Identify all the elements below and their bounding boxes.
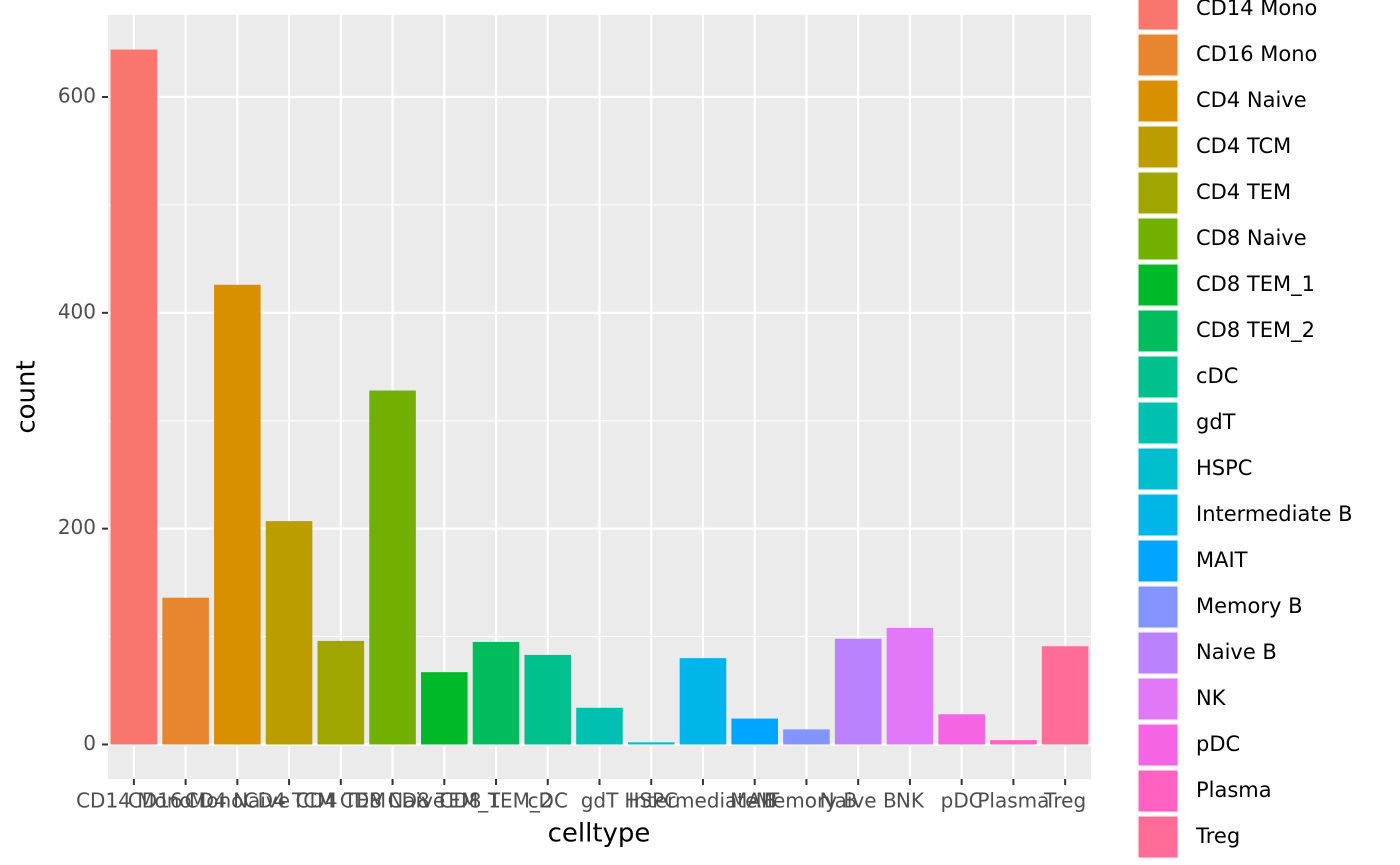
legend-label: CD8 TEM_2 [1196, 318, 1315, 343]
x-tick-label: Naive B [820, 789, 897, 813]
x-tick-label: Memory B [756, 789, 857, 813]
legend-label: NK [1196, 686, 1227, 710]
legend-label: CD16 Mono [1196, 42, 1317, 66]
legend-swatch [1137, 309, 1179, 353]
x-tick-label: Intermediate B [628, 789, 777, 813]
legend-label: pDC [1196, 732, 1240, 756]
bar [369, 390, 416, 745]
bar [110, 49, 158, 745]
legend-label: CD4 TEM [1196, 180, 1291, 204]
legend-label: Plasma [1196, 778, 1272, 802]
legend-label: cDC [1196, 364, 1238, 388]
legend-label: CD8 TEM_1 [1196, 272, 1315, 297]
x-tick-label: cDC [528, 789, 568, 813]
x-tick-label: NK [896, 789, 925, 813]
legend-swatch [1137, 401, 1179, 445]
x-tick-label: CD4 TCM [244, 789, 335, 813]
bar [938, 714, 985, 745]
y-tick-label: 400 [58, 299, 96, 323]
x-tick-label: gdT [581, 789, 619, 813]
bar [783, 729, 830, 745]
x-tick-label: MAIT [730, 789, 780, 813]
bar [214, 284, 261, 745]
legend-swatch [1137, 539, 1179, 583]
legend-swatch [1137, 585, 1179, 629]
legend-swatch [1137, 33, 1179, 77]
bar [679, 658, 727, 745]
legend-swatch [1137, 355, 1179, 399]
x-tick-label: CD8 TEM_2 [439, 789, 552, 813]
legend-label: Naive B [1196, 640, 1277, 664]
x-axis-title: celltype [548, 819, 651, 849]
legend-label: CD14 Mono [1196, 0, 1317, 20]
legend-swatch [1137, 217, 1179, 261]
legend-label: HSPC [1196, 456, 1252, 480]
legend-swatch [1137, 79, 1179, 123]
bar [886, 627, 934, 745]
legend-label: CD4 Naive [1196, 88, 1307, 112]
bar [317, 640, 365, 745]
legend-swatch [1137, 171, 1179, 215]
legend-swatch [1137, 0, 1179, 31]
legend-label: MAIT [1196, 548, 1248, 572]
bar [990, 740, 1037, 745]
legend-swatch [1137, 677, 1179, 721]
x-tick-label: CD4 Naive [185, 789, 290, 813]
x-tick-label: Plasma [977, 789, 1049, 813]
legend-swatch [1137, 493, 1179, 537]
x-tick-label: CD14 Mono [76, 789, 192, 813]
bar [627, 742, 675, 745]
legend-label: Intermediate B [1196, 502, 1353, 526]
bar [834, 638, 882, 745]
y-tick-label: 200 [58, 515, 96, 539]
x-tick-label: CD4 TEM [296, 789, 387, 813]
bar [731, 718, 778, 745]
legend-swatch [1137, 631, 1179, 675]
legend-label: Treg [1195, 824, 1240, 848]
legend-swatch [1137, 815, 1179, 859]
legend-swatch [1137, 447, 1179, 491]
x-tick-label: CD16 Mono [128, 789, 244, 813]
y-tick-label: 0 [83, 731, 96, 755]
bar [162, 597, 209, 745]
legend-swatch [1137, 263, 1179, 307]
x-tick-label: CD8 Naive [340, 789, 445, 813]
legend-swatch [1137, 769, 1179, 813]
y-axis-title: count [12, 360, 42, 433]
bar [421, 672, 468, 745]
x-tick-label: CD8 TEM_1 [388, 789, 501, 813]
bar [1041, 646, 1089, 745]
bar [265, 521, 313, 745]
legend-swatch [1137, 125, 1179, 169]
bar [472, 641, 520, 745]
legend-label: CD8 Naive [1196, 226, 1307, 250]
legend-swatch [1137, 723, 1179, 767]
legend-label: gdT [1196, 410, 1236, 434]
bar [576, 707, 623, 745]
x-tick-label: HSPC [624, 789, 678, 813]
legend-label: CD4 TCM [1196, 134, 1291, 158]
x-tick-label: Treg [1043, 789, 1086, 813]
bar [524, 654, 572, 745]
y-tick-label: 600 [58, 84, 96, 108]
x-tick-label: pDC [941, 789, 983, 813]
legend-label: Memory B [1196, 594, 1303, 618]
